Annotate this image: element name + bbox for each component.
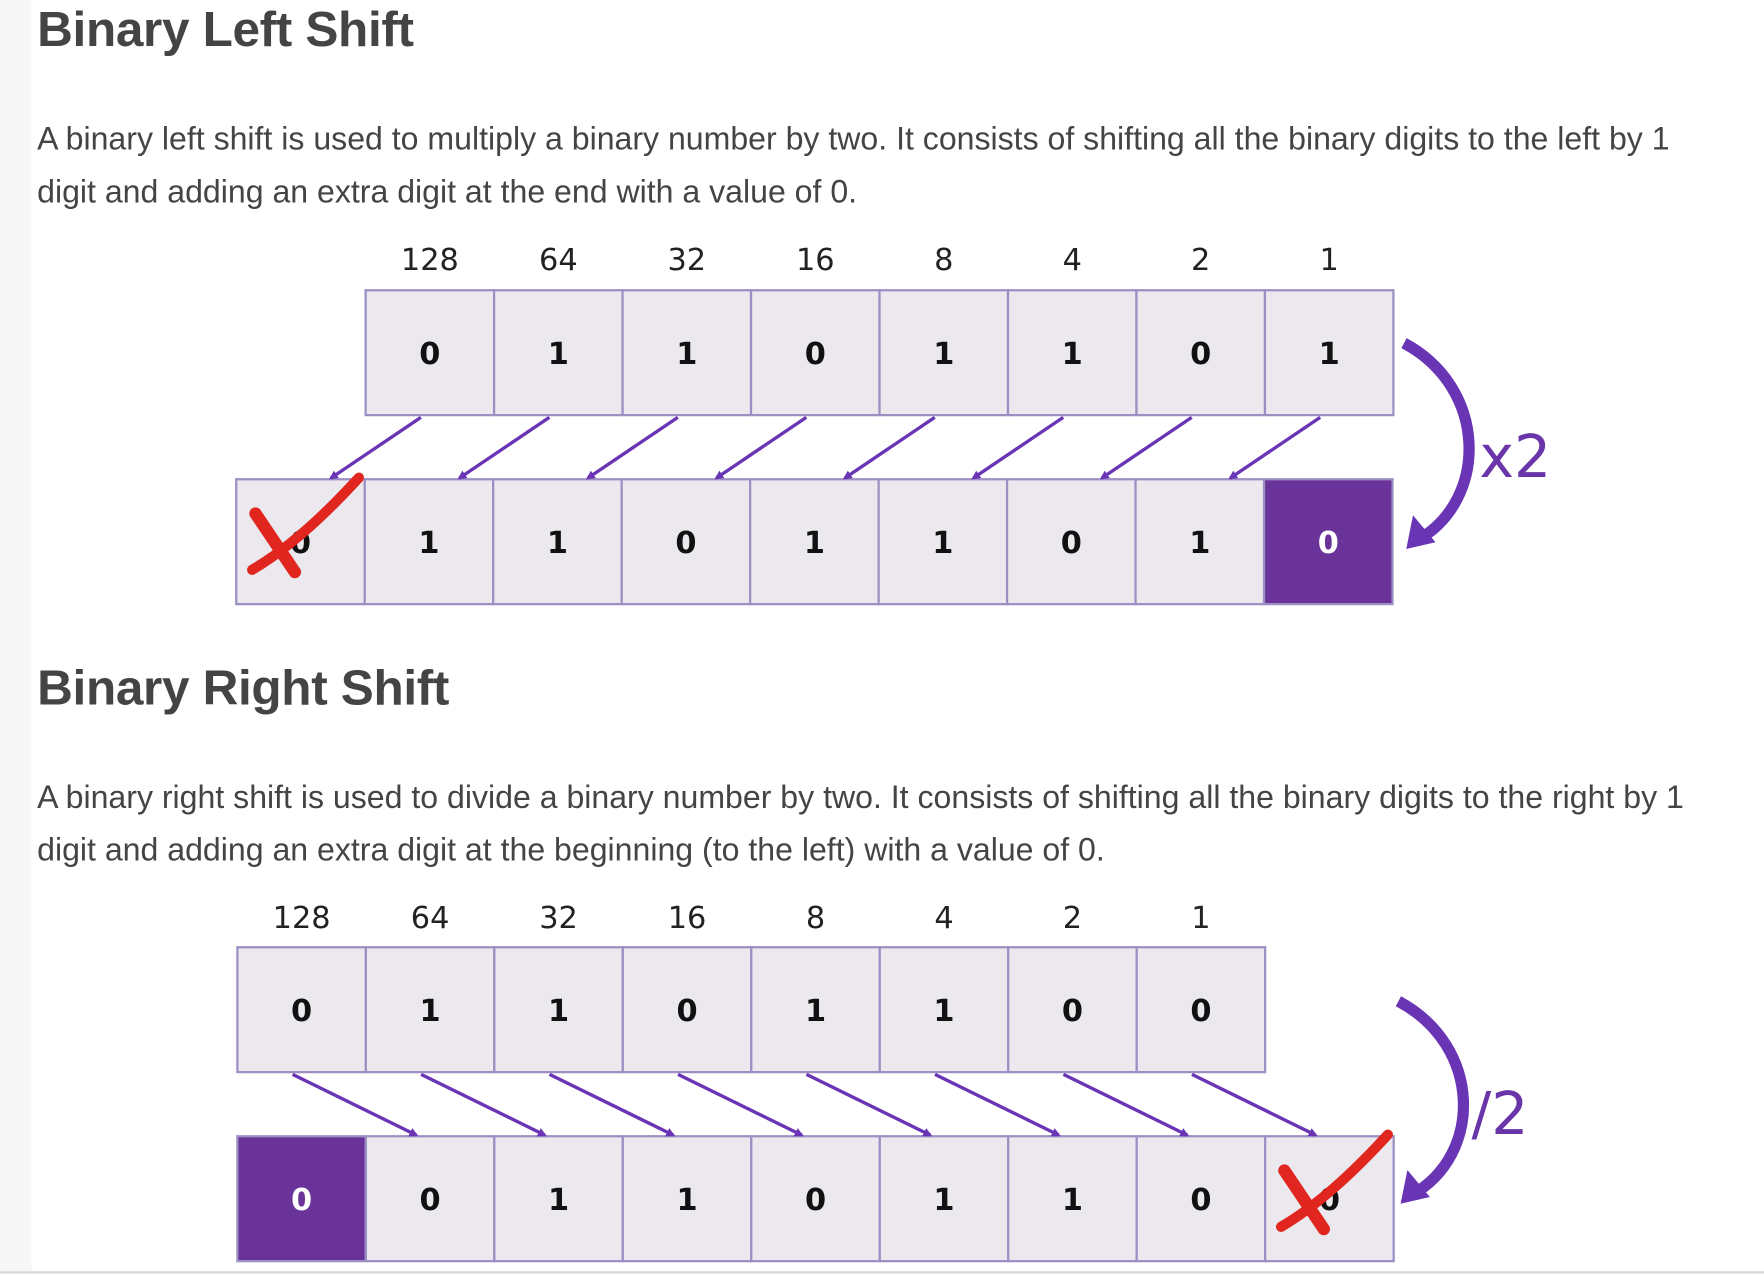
original-bit-value: 1 <box>548 337 569 372</box>
place-value-label: 8 <box>934 243 953 278</box>
curved-arrow <box>1398 1001 1463 1195</box>
shift-arrow <box>716 417 806 478</box>
original-bit-value: 0 <box>419 337 440 372</box>
shift-arrow <box>293 1074 417 1135</box>
shifted-bit-value: 1 <box>548 1183 569 1218</box>
shifted-bit-value: 0 <box>805 1183 826 1218</box>
shifted-bit-value: 0 <box>1061 526 1082 561</box>
shift-arrow <box>845 417 935 478</box>
shift-arrow <box>973 417 1063 478</box>
shifted-bit-value: 1 <box>1062 1183 1083 1218</box>
original-bit-value: 1 <box>933 994 954 1029</box>
place-value-label: 32 <box>667 243 706 278</box>
shift-arrow <box>550 1074 674 1135</box>
original-bit-value: 1 <box>548 994 569 1029</box>
shift-arrow <box>935 1074 1059 1135</box>
shift-arrow <box>459 417 549 478</box>
shifted-bit-value: 1 <box>933 1183 954 1218</box>
place-value-label: 2 <box>1063 901 1082 936</box>
original-bit-value: 0 <box>291 994 312 1029</box>
shift-arrow <box>1102 417 1192 478</box>
curved-arrow <box>1404 343 1469 540</box>
shift-arrow <box>1230 417 1320 478</box>
original-bit-value: 1 <box>1319 337 1340 372</box>
place-value-label: 2 <box>1191 243 1210 278</box>
shifted-bit-value: 1 <box>418 526 439 561</box>
place-value-label: 4 <box>1063 243 1082 278</box>
added-zero-value: 0 <box>291 1183 312 1218</box>
original-bit-value: 0 <box>805 337 826 372</box>
shift-arrow <box>1063 1074 1187 1135</box>
shifted-bit-value: 1 <box>804 526 825 561</box>
place-value-label: 1 <box>1320 243 1339 278</box>
original-bit-value: 1 <box>676 337 697 372</box>
place-value-label: 32 <box>539 901 578 936</box>
place-value-label: 8 <box>806 901 825 936</box>
shift-arrow <box>331 417 421 478</box>
place-value-label: 1 <box>1191 901 1210 936</box>
original-bit-value: 0 <box>1062 994 1083 1029</box>
shifted-bit-value: 0 <box>675 526 696 561</box>
shifted-bit-value: 1 <box>1189 526 1210 561</box>
shift-arrow <box>807 1074 931 1135</box>
place-value-label: 16 <box>668 901 707 936</box>
place-value-label: 64 <box>539 243 578 278</box>
place-value-label: 16 <box>796 243 835 278</box>
original-bit-value: 1 <box>805 994 826 1029</box>
original-bit-value: 0 <box>676 994 697 1029</box>
shifted-bit-value: 1 <box>676 1183 697 1218</box>
divider <box>0 1271 1764 1273</box>
shift-arrow <box>678 1074 802 1135</box>
original-bit-value: 1 <box>933 337 954 372</box>
place-value-label: 4 <box>934 901 953 936</box>
operation-label: /2 <box>1472 1080 1529 1148</box>
shifted-bit-value: 1 <box>547 526 568 561</box>
original-bit-value: 1 <box>1062 337 1083 372</box>
place-value-label: 64 <box>411 901 450 936</box>
shifted-bit-value: 1 <box>932 526 953 561</box>
added-zero-value: 0 <box>1318 526 1339 561</box>
shift-arrow <box>588 417 678 478</box>
shift-arrow <box>1192 1074 1316 1135</box>
place-value-label: 128 <box>273 901 331 936</box>
place-value-label: 128 <box>401 243 459 278</box>
original-bit-value: 1 <box>420 994 441 1029</box>
original-bit-value: 0 <box>1190 994 1211 1029</box>
shift-arrow <box>421 1074 545 1135</box>
original-bit-value: 0 <box>1190 337 1211 372</box>
shifted-bit-value: 0 <box>420 1183 441 1218</box>
shifted-bit-value: 0 <box>1190 1183 1211 1218</box>
operation-label: x2 <box>1479 423 1551 491</box>
